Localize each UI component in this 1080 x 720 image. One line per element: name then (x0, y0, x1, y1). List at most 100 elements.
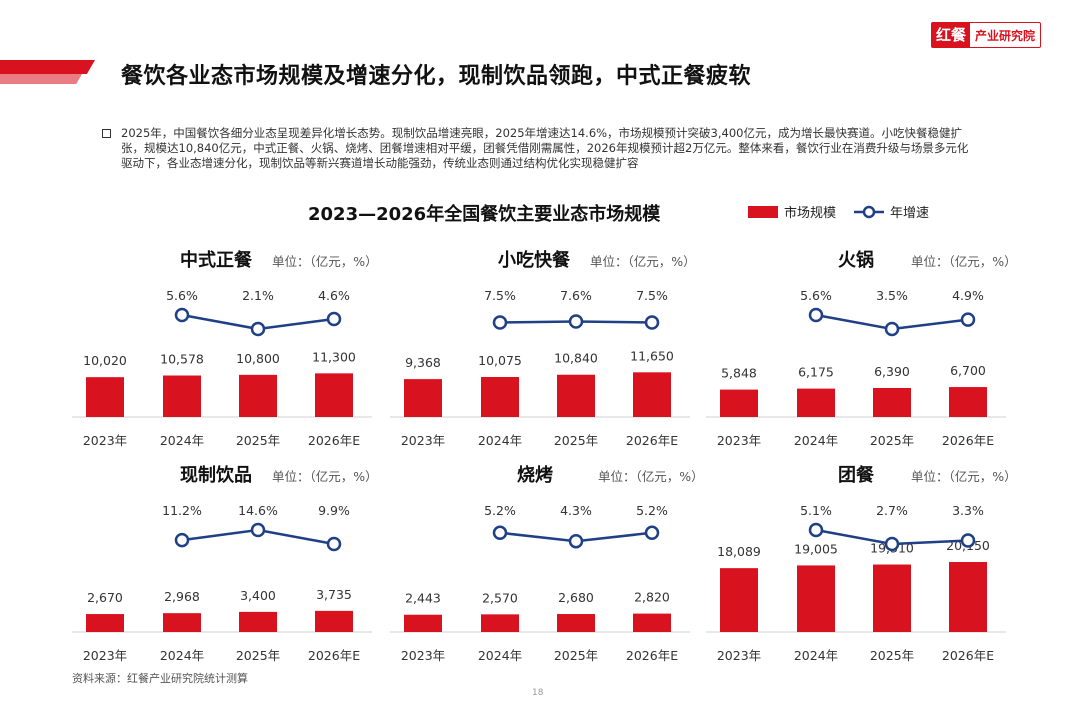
x-tick-label: 2025年 (554, 433, 598, 448)
legend-line-swatch (854, 205, 885, 218)
x-tick-label: 2026年E (942, 433, 994, 448)
x-tick-label: 2025年 (870, 433, 914, 448)
page-title: 餐饮各业态市场规模及增速分化，现制饮品领跑，中式正餐疲软 (121, 64, 752, 89)
growth-label: 5.6% (166, 288, 198, 303)
bar (873, 564, 911, 632)
bar-value-label: 2,680 (558, 590, 594, 605)
x-tick-label: 2023年 (401, 433, 445, 448)
panel-unit: 单位：（亿元，%） (590, 254, 696, 269)
bar-value-label: 10,800 (236, 351, 280, 366)
bar (315, 373, 353, 417)
x-tick-label: 2026年E (626, 648, 678, 663)
panel-xianzhi-yinpin: 现制饮品 单位：（亿元，%） 2,670 2023年 2,968 2024年 3,400… (72, 455, 392, 670)
growth-point (884, 536, 900, 552)
growth-label: 5.2% (636, 503, 668, 518)
summary-text: 2025年，中国餐饮各细分业态呈现差异化增长态势。现制饮品增速亮眼，2025年增… (121, 126, 969, 170)
growth-point (568, 533, 584, 549)
panel-unit: 单位：（亿元，%） (272, 469, 378, 484)
growth-label: 9.9% (318, 503, 350, 518)
growth-label: 5.1% (800, 503, 832, 518)
bar (557, 614, 595, 632)
growth-point (492, 525, 508, 541)
growth-label: 4.3% (560, 503, 592, 518)
bar-value-label: 18,089 (717, 544, 761, 559)
growth-point (808, 307, 824, 323)
bar-value-label: 19,005 (794, 541, 838, 556)
bar-value-label: 5,848 (721, 366, 757, 381)
brand-logo: 红餐 产业研究院 (931, 22, 1042, 48)
x-tick-label: 2024年 (794, 648, 838, 663)
bar-value-label: 10,075 (478, 353, 522, 368)
bar (404, 614, 442, 632)
x-tick-label: 2026年E (308, 433, 360, 448)
x-tick-label: 2024年 (160, 433, 204, 448)
panel-xiaochi-kuaican: 小吃快餐 单位：（亿元，%） 9,368 2023年 10,075 2024年 10,8… (390, 240, 710, 455)
growth-label: 3.5% (876, 288, 908, 303)
growth-label: 4.6% (318, 288, 350, 303)
growth-point (960, 533, 976, 548)
growth-point (884, 321, 900, 337)
growth-label: 11.2% (162, 503, 202, 518)
bar-value-label: 6,700 (950, 363, 986, 378)
bar (949, 562, 987, 632)
x-tick-label: 2026年E (308, 648, 360, 663)
panel-title: 团餐 (838, 465, 874, 486)
header-accent-stripe (0, 60, 95, 74)
x-tick-label: 2024年 (794, 433, 838, 448)
panel-chart: 18,0892023年19,0052024年19,3102025年20,1502… (706, 503, 1006, 663)
growth-label: 4.9% (952, 288, 984, 303)
bar (720, 568, 758, 632)
bar (86, 614, 124, 632)
legend-bar-label: 市场规模 (784, 206, 837, 221)
growth-label: 7.5% (636, 288, 668, 303)
bar-value-label: 3,735 (316, 587, 352, 602)
panel-chart: 9,368 2023年 10,075 2024年 10,840 2025年 11,650 20… (390, 288, 690, 448)
header-accent-stripe-shadow (0, 74, 83, 84)
bar-value-label: 6,175 (798, 365, 834, 380)
growth-point (326, 536, 342, 552)
bar (239, 374, 277, 417)
bar (633, 613, 671, 632)
bar-value-label: 10,020 (83, 353, 127, 368)
bar-value-label: 10,578 (160, 352, 204, 367)
growth-point (250, 522, 266, 538)
bar (239, 611, 277, 632)
bar (163, 375, 201, 417)
growth-label: 14.6% (238, 503, 278, 518)
panel-title: 火锅 (838, 250, 874, 271)
growth-label: 7.6% (560, 288, 592, 303)
growth-label: 5.6% (800, 288, 832, 303)
panel-title: 烧烤 (517, 465, 553, 486)
x-tick-label: 2025年 (554, 648, 598, 663)
panel-chart: 2,670 2023年 2,968 2024年 3,400 2025年 3,735 2026年… (72, 503, 372, 663)
legend-bar-swatch (748, 205, 778, 218)
x-tick-label: 2026年E (942, 648, 994, 663)
growth-point (960, 312, 976, 327)
growth-point (326, 311, 342, 327)
panel-zhongshi-zhengcan: 中式正餐 单位：（亿元，%） 10,020 2023年 10,578 2024年 10,… (72, 240, 392, 455)
bar (163, 613, 201, 632)
panel-title: 小吃快餐 (498, 250, 570, 271)
bar (557, 374, 595, 417)
bar (873, 387, 911, 417)
x-tick-label: 2023年 (83, 433, 127, 448)
panel-title: 中式正餐 (180, 250, 252, 271)
x-tick-label: 2025年 (870, 648, 914, 663)
bar (404, 379, 442, 417)
bar-value-label: 2,670 (87, 590, 123, 605)
bar-value-label: 11,300 (312, 349, 356, 364)
x-tick-label: 2024年 (478, 648, 522, 663)
panel-unit: 单位：（亿元，%） (911, 469, 1017, 484)
bar-value-label: 3,400 (240, 588, 276, 603)
panel-chart: 2,443 2023年 2,570 2024年 2,680 2025年 2,820 2026年… (390, 503, 690, 663)
logo-mark: 红餐 (932, 23, 971, 47)
bar-value-label: 2,443 (405, 591, 441, 606)
x-tick-label: 2023年 (717, 433, 761, 448)
bar-value-label: 10,840 (554, 351, 598, 366)
bar-value-label: 9,368 (405, 355, 441, 370)
x-tick-label: 2026年E (626, 433, 678, 448)
panel-unit: 单位：（亿元，%） (598, 469, 704, 484)
x-tick-label: 2024年 (160, 648, 204, 663)
x-tick-label: 2024年 (478, 433, 522, 448)
growth-point (808, 522, 824, 538)
